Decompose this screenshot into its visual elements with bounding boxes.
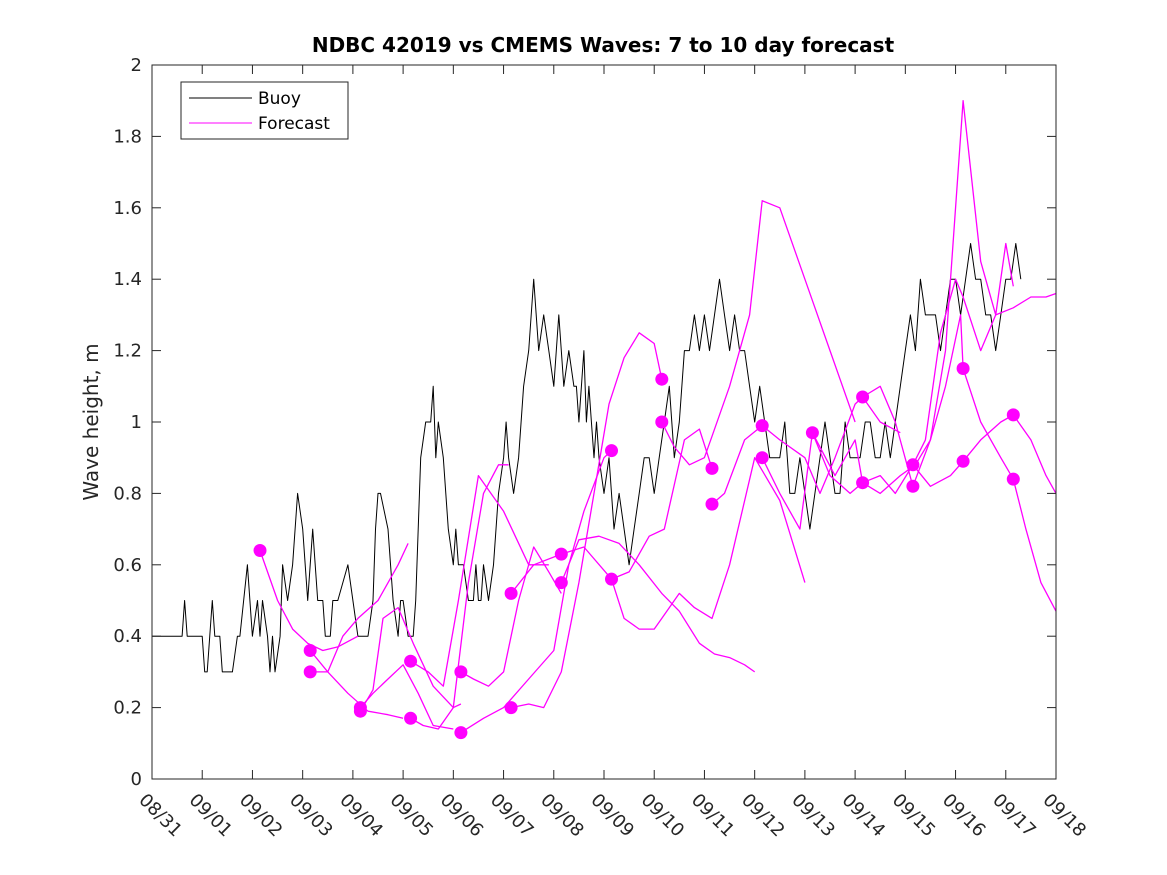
forecast-start-marker-20: [755, 451, 769, 465]
x-tick-label: 08/31: [134, 790, 186, 842]
plot-area: [152, 65, 1056, 779]
forecast-start-marker-17: [705, 461, 719, 475]
x-tick-label: 09/16: [938, 790, 990, 842]
legend-buoy-label: Buoy: [258, 89, 301, 109]
y-axis: 0 0.2 0.4 0.6 0.8 1 1.2 1.4 1.6 1.8 2: [113, 55, 1056, 790]
series-layer: [152, 100, 1057, 734]
series-forecast-line-8: [460, 546, 562, 687]
forecast-start-marker-10: [504, 701, 518, 715]
forecast-start-marker-4: [353, 704, 367, 718]
y-tick-label: 0.4: [113, 626, 142, 647]
x-tick-label: 09/04: [335, 790, 387, 842]
series-forecast-line-11: [510, 428, 713, 594]
forecast-start-marker-22: [856, 390, 870, 404]
y-tick-label: 1.6: [113, 198, 142, 219]
forecast-start-marker-5: [404, 654, 418, 668]
series-forecast-line-18: [862, 100, 1057, 487]
forecast-start-marker-18: [705, 497, 719, 511]
forecast-start-marker-23: [856, 476, 870, 490]
series-forecast-line-12: [560, 535, 756, 673]
series-forecast-line-16: [761, 314, 964, 530]
series-forecast-line-17: [811, 242, 1014, 495]
y-tick-label: 1.2: [113, 341, 142, 362]
forecast-start-marker-26: [956, 362, 970, 375]
series-forecast-line-19: [912, 414, 1057, 494]
y-tick-label: 0: [131, 769, 142, 790]
x-tick-label: 09/07: [486, 790, 538, 842]
forecast-start-marker-25: [906, 479, 920, 493]
x-tick-label: 09/02: [235, 790, 287, 842]
legend: Buoy Forecast: [180, 81, 349, 140]
forecast-start-marker-24: [906, 458, 920, 472]
series-forecast-line-7: [410, 474, 549, 687]
chart-title: NDBC 42019 vs CMEMS Waves: 7 to 10 day f…: [312, 33, 895, 57]
forecast-start-marker-13: [605, 444, 618, 458]
x-tick-label: 09/08: [536, 790, 588, 842]
forecast-start-marker-8: [454, 726, 468, 740]
forecast-start-marker-21: [805, 426, 819, 440]
forecast-start-marker-14: [605, 572, 618, 586]
x-tick-label: 09/11: [687, 790, 739, 842]
y-tick-label: 1.8: [113, 126, 142, 147]
forecast-start-marker-2: [303, 665, 317, 679]
x-tick-label: 09/13: [787, 790, 839, 842]
x-tick-label: 09/15: [888, 790, 940, 842]
y-tick-label: 1: [131, 412, 142, 433]
forecast-start-marker-16: [655, 415, 669, 429]
series-forecast-line-10: [510, 332, 663, 709]
forecast-start-marker-19: [755, 419, 769, 433]
forecast-start-marker-1: [303, 644, 317, 657]
forecast-start-marker-29: [1006, 472, 1020, 486]
x-tick-label: 09/09: [586, 790, 638, 842]
series-forecast-line-14: [661, 200, 856, 466]
series-forecast-line-13: [610, 457, 806, 630]
x-tick-label: 09/10: [637, 790, 689, 842]
marker-layer: [253, 362, 1020, 740]
y-axis-label: Wave height, m: [79, 343, 103, 500]
y-tick-label: 0.6: [113, 555, 142, 576]
forecast-start-marker-27: [956, 454, 970, 468]
series-forecast-line-5: [359, 664, 454, 730]
series-forecast-line-3: [310, 543, 409, 673]
y-tick-label: 1.4: [113, 269, 142, 290]
y-tick-label: 0.8: [113, 483, 142, 504]
x-tick-label: 09/05: [386, 790, 438, 842]
x-tick-label: 09/14: [838, 790, 890, 842]
series-buoy-line: [152, 243, 1022, 673]
forecast-start-marker-0: [253, 544, 267, 557]
legend-box: [180, 81, 349, 140]
x-tick-label: 09/17: [988, 790, 1040, 842]
forecast-start-marker-9: [504, 586, 518, 600]
forecast-start-marker-15: [655, 372, 669, 386]
forecast-start-marker-6: [404, 711, 418, 725]
forecast-start-marker-12: [554, 576, 568, 590]
legend-forecast-label: Forecast: [258, 114, 330, 134]
forecast-start-marker-7: [454, 665, 468, 679]
x-tick-label: 09/03: [285, 790, 337, 842]
x-tick-label: 09/01: [185, 790, 237, 842]
x-tick-label: 09/18: [1038, 790, 1090, 842]
series-forecast-line-6: [410, 464, 509, 730]
forecast-start-marker-28: [1006, 408, 1020, 422]
x-tick-label: 09/12: [737, 790, 789, 842]
y-tick-label: 2: [131, 55, 142, 76]
series-forecast-line-4: [359, 606, 462, 712]
x-tick-label: 09/06: [436, 790, 488, 842]
y-tick-label: 0.2: [113, 698, 142, 719]
forecast-start-marker-11: [554, 547, 568, 561]
